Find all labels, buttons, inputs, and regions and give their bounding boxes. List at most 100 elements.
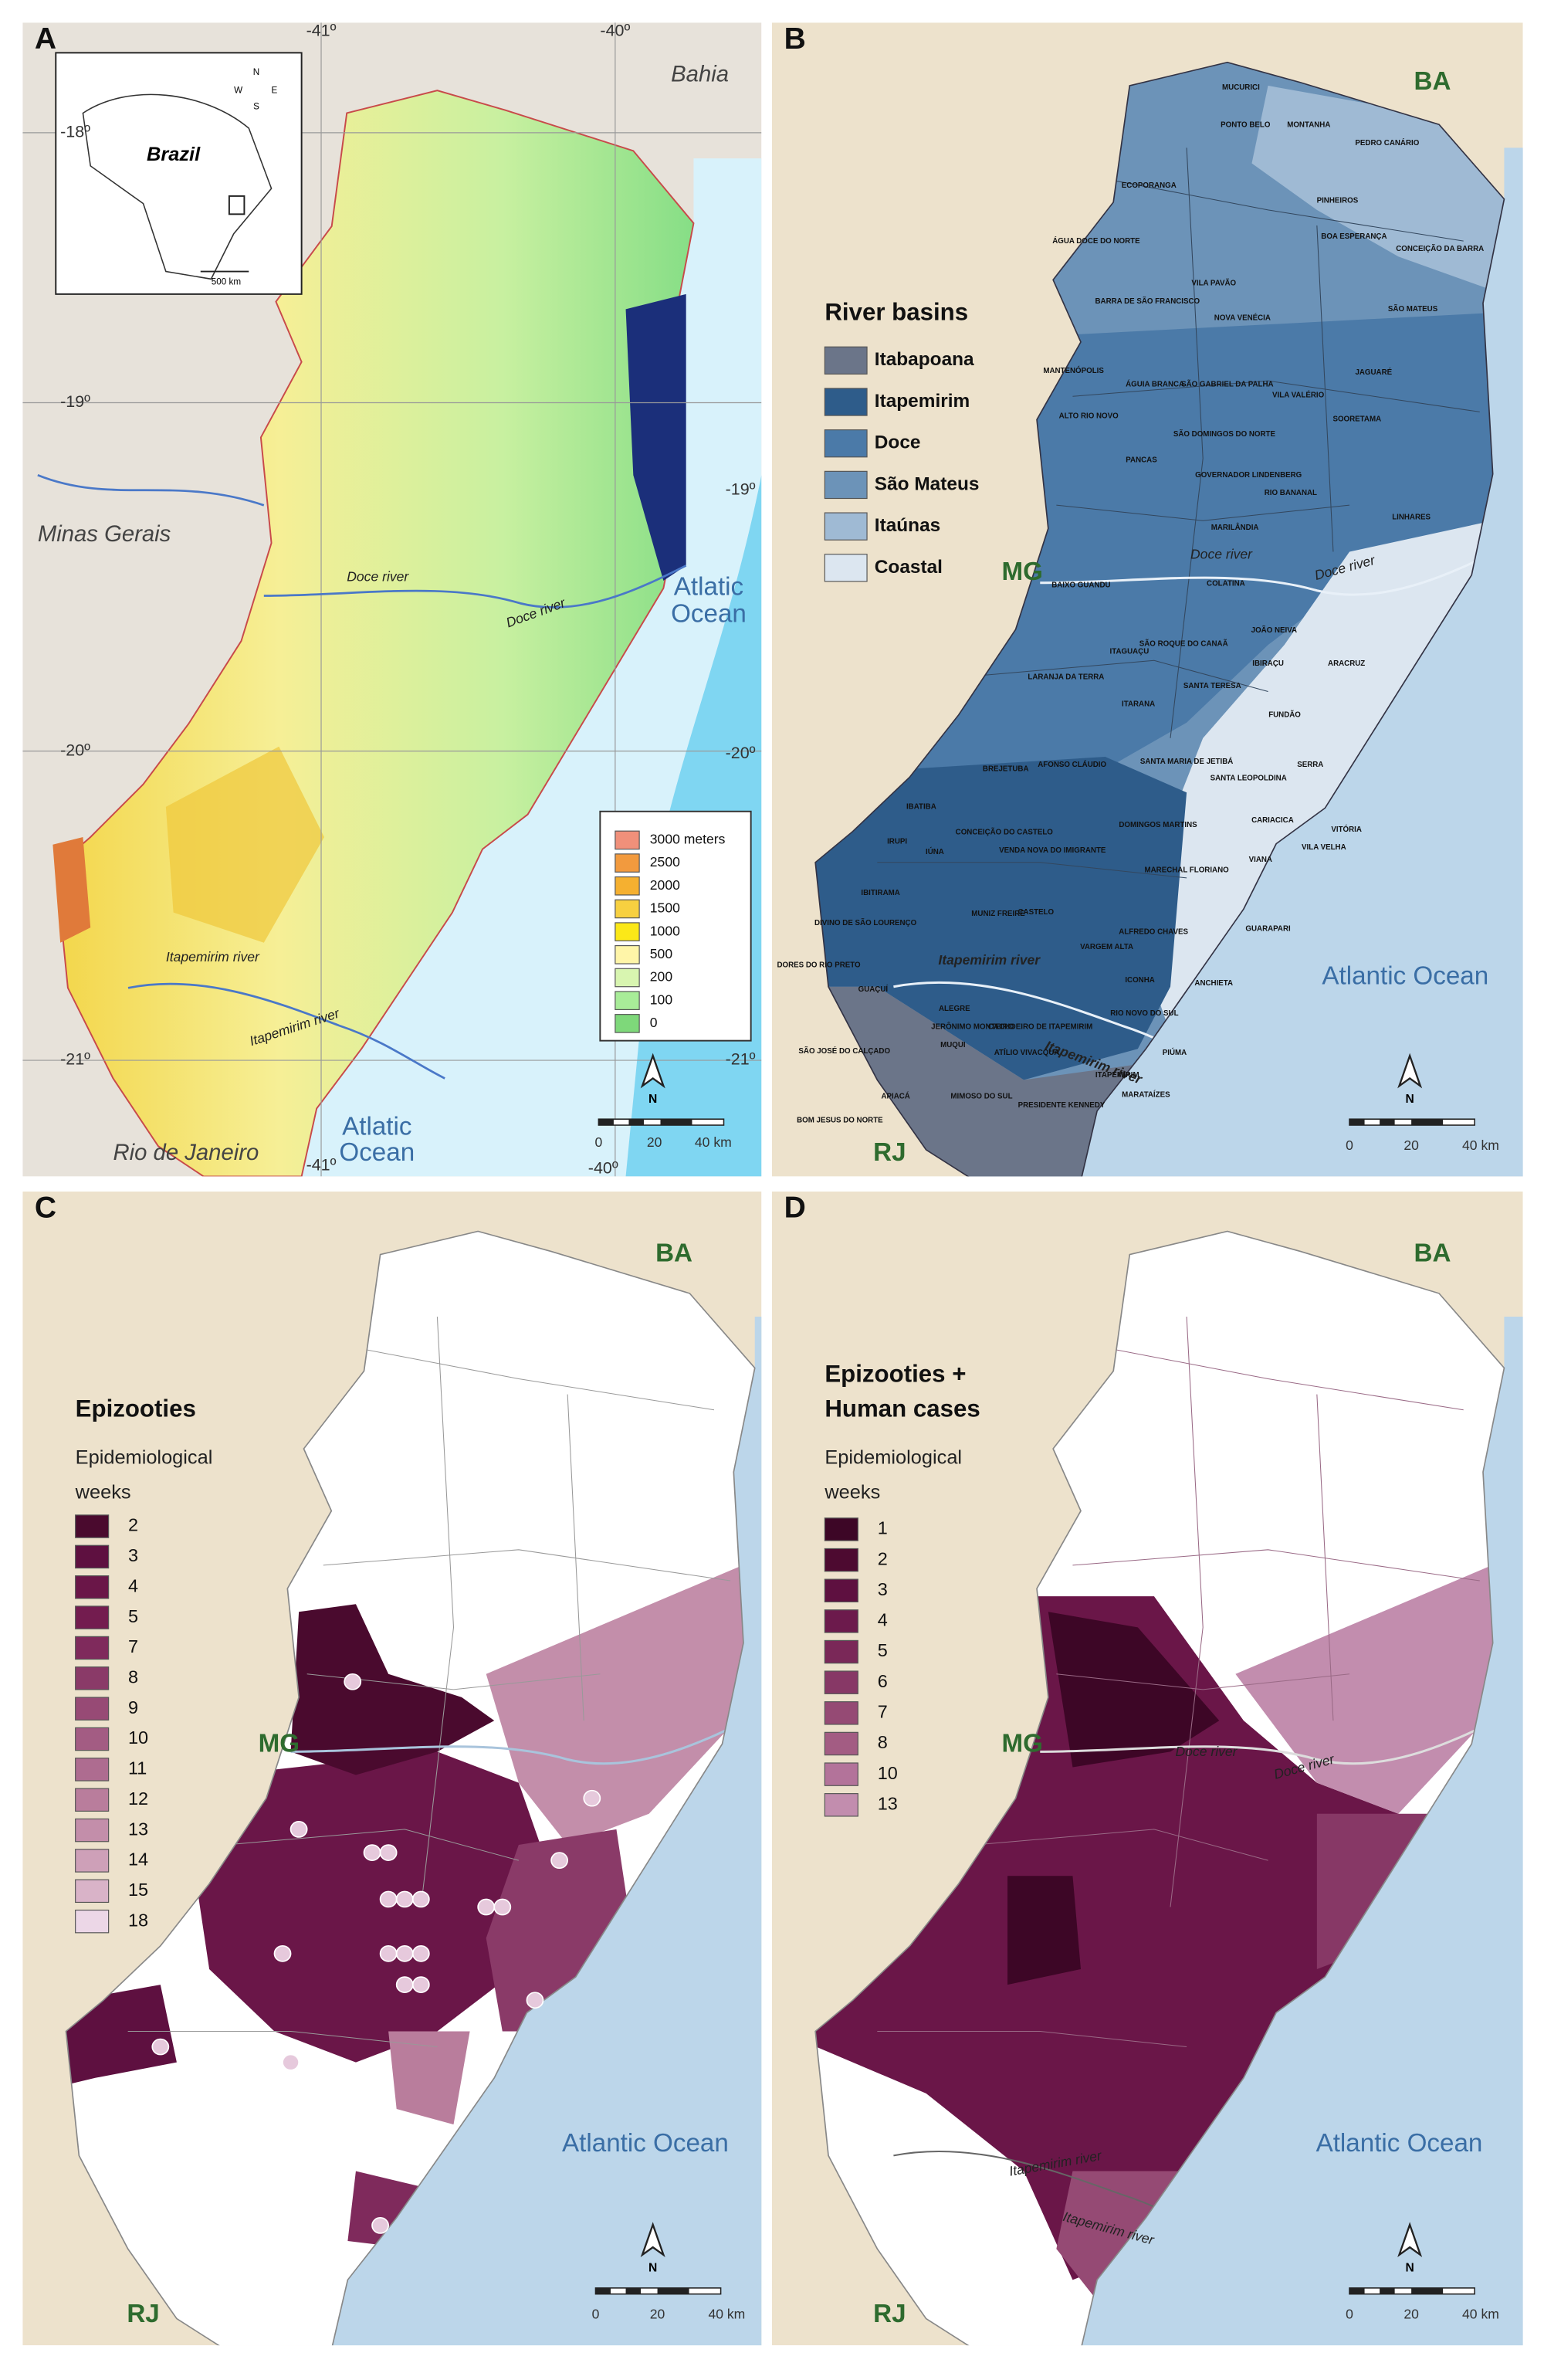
north-label: N <box>648 1093 657 1106</box>
legend-label: 100 <box>650 992 673 1007</box>
marker <box>583 1789 601 1807</box>
legend-swatch <box>615 991 640 1010</box>
municipality-label: COLATINA <box>1207 579 1245 588</box>
place-label: Bahia <box>671 61 729 86</box>
legend-label: Itapemirim <box>875 391 970 412</box>
municipality-label: MUQUI <box>940 1041 966 1049</box>
region-label: RJ <box>873 1138 906 1167</box>
legend-label: 8 <box>878 1732 888 1752</box>
legend-label: 1000 <box>650 923 680 938</box>
municipality-label: IBITIRAMA <box>861 889 899 897</box>
panel-c: C BA MG RJ Atlantic Ocean Epizooties Epi… <box>22 1192 762 2346</box>
legend-label: 2000 <box>650 877 680 893</box>
high-elevation <box>165 746 324 943</box>
municipality-label: AFONSO CLÁUDIO <box>1038 761 1106 769</box>
panel-d: D BA MG RJ Atlantic Ocean Doce river Doc… <box>772 1192 1523 2346</box>
municipality-label: CACHOEIRO DE ITAPEMIRIM <box>988 1023 1092 1032</box>
epizootic-areas <box>66 1317 755 2249</box>
latitude-label: -20º <box>726 744 756 762</box>
latitude-label: -21º <box>726 1050 756 1069</box>
legend-swatch <box>824 1793 858 1817</box>
legend-swatch <box>75 1727 110 1751</box>
north-label: N <box>648 2262 657 2275</box>
scale-bar <box>594 2287 722 2295</box>
municipality-label: BAIXO GUANDU <box>1051 581 1110 589</box>
ocean <box>1082 147 1523 1177</box>
ocean <box>1082 1317 1523 2346</box>
legend-label: 3 <box>878 1579 888 1599</box>
legend-swatch <box>824 512 868 541</box>
panel-label: D <box>784 1192 806 1225</box>
high-elevation <box>52 836 91 943</box>
marker <box>379 1844 398 1861</box>
legend-label: 14 <box>128 1849 148 1870</box>
marker <box>411 1944 430 1962</box>
municipality-label: CONCEIÇÃO DO CASTELO <box>956 829 1054 837</box>
municipality-label: SOORETAMA <box>1332 415 1381 424</box>
legend-label: 15 <box>128 1880 148 1900</box>
legend-swatch <box>615 945 640 965</box>
municipality-label: GUARAPARI <box>1245 925 1291 934</box>
municipality-label: JERÔNIMO MONTEIRO <box>931 1022 1014 1032</box>
legend-title: Epizooties <box>76 1395 196 1422</box>
legend-label: Itabapoana <box>875 349 974 370</box>
marker <box>526 1992 544 2009</box>
municipality-label: PANCAS <box>1126 456 1157 464</box>
north-label: N <box>1406 2262 1414 2275</box>
legend-swatch <box>824 1578 858 1602</box>
municipality-label: ITAGUAÇU <box>1110 647 1150 656</box>
municipality-label: MUCURICI <box>1222 83 1260 92</box>
municipality-label: IBATIBA <box>906 802 936 811</box>
graticule <box>22 22 762 1177</box>
legend-label: 1500 <box>650 900 680 916</box>
region-label: RJ <box>127 2300 159 2328</box>
marker <box>379 1944 398 1962</box>
latitude-label: -18º <box>60 123 90 141</box>
municipality-label: VIANA <box>1249 856 1272 864</box>
municipality-label: SANTA TERESA <box>1183 682 1241 690</box>
municipality-label: JOÃO NEIVA <box>1251 626 1297 635</box>
region-label: MG <box>1001 558 1042 586</box>
area <box>193 1751 552 2063</box>
scale-label: 40 km <box>1462 2307 1499 2322</box>
marker <box>290 1821 308 1838</box>
legend-label: 4 <box>128 1575 138 1595</box>
municipality-label: FUNDÃO <box>1268 710 1301 719</box>
municipality-label: ALFREDO CHAVES <box>1119 928 1188 937</box>
legend-subtitle: Epidemiological <box>76 1446 213 1468</box>
municipality-label: RIO BANANAL <box>1265 489 1317 497</box>
wetland <box>625 293 686 581</box>
municipality-label: GUAÇUÍ <box>858 985 889 994</box>
panel-label: A <box>35 22 56 56</box>
municipality-label: SÃO MATEUS <box>1388 305 1438 314</box>
municipality-label: PIÚMA <box>1163 1048 1187 1057</box>
municipality-label: SANTA LEOPOLDINA <box>1210 774 1287 782</box>
municipality-label: ATÍLIO VIVACQUA <box>994 1049 1060 1057</box>
legend-swatch <box>824 1670 858 1694</box>
region-label: BA <box>1414 67 1451 96</box>
legend-label: 13 <box>878 1793 898 1813</box>
legend-title: River basins <box>824 298 968 325</box>
legend-label: 10 <box>878 1763 898 1783</box>
scale-label: 20 <box>1403 2307 1419 2322</box>
legend-subtitle: Epidemiological <box>824 1446 962 1468</box>
river-label: Doce river <box>347 569 409 585</box>
legend-swatch <box>824 470 868 500</box>
legend-title: Epizooties + <box>824 1360 966 1387</box>
legend-label: 9 <box>128 1697 138 1717</box>
municipality-label: RIO NOVO DO SUL <box>1110 1009 1178 1018</box>
legend-swatch <box>75 1666 110 1690</box>
marker <box>493 1898 512 1916</box>
municipality-label: DIVINO DE SÃO LOURENÇO <box>814 919 917 927</box>
rivers <box>37 473 687 1080</box>
river-label: Doce river <box>1190 546 1253 561</box>
municipality-label: ARACRUZ <box>1328 659 1365 668</box>
municipality-label: VARGEM ALTA <box>1080 943 1133 951</box>
marker <box>477 1898 496 1916</box>
legend-label: 18 <box>128 1910 148 1930</box>
legend-swatch <box>824 1639 858 1664</box>
scale-label: 40 km <box>695 1134 732 1150</box>
municipality-label: MANTENÓPOLIS <box>1043 366 1104 375</box>
scale-bar <box>1349 1118 1476 1126</box>
